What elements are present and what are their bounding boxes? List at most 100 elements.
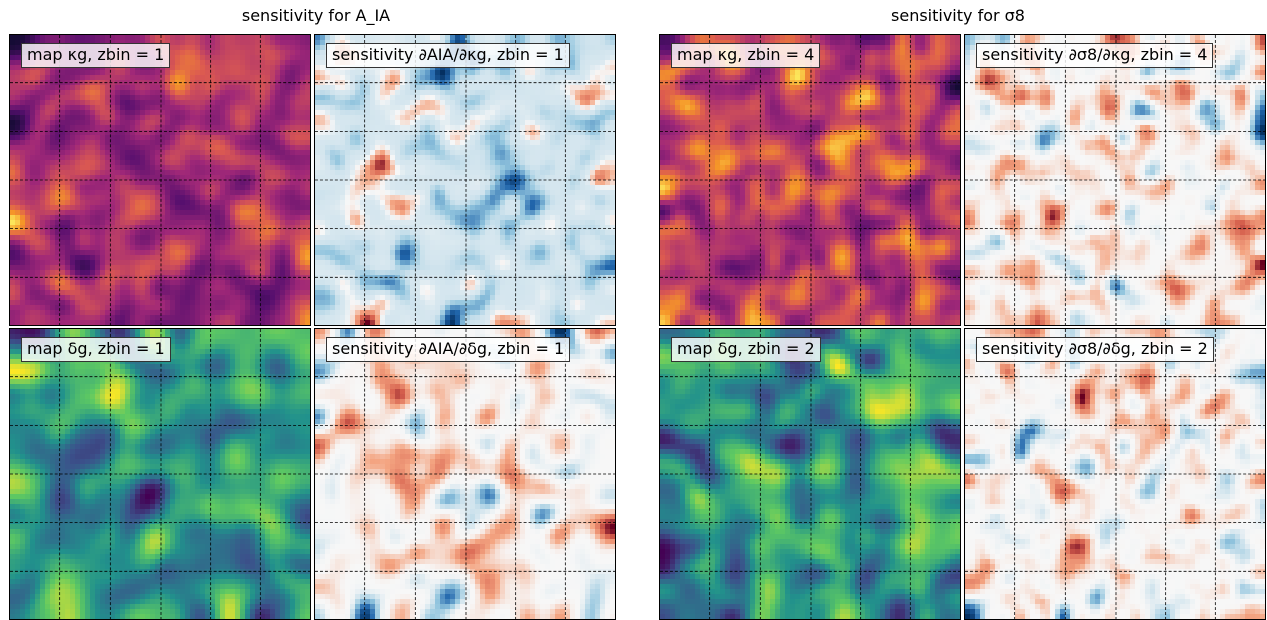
heatmap-cell [25,40,31,46]
heatmap-cell [165,285,171,291]
heatmap-cell [345,145,351,151]
heatmap-cell [210,105,216,111]
heatmap-cell [290,165,296,171]
heatmap-cell [305,160,310,166]
heatmap-cell [585,85,591,91]
heatmap-cell [505,120,511,126]
heatmap-cell [90,180,96,186]
heatmap-cell [500,135,506,141]
heatmap-cell [215,295,221,301]
heatmap-cell [175,95,181,101]
heatmap-cell [555,105,561,111]
heatmap-cell [235,315,241,321]
heatmap-cell [325,125,331,131]
heatmap-cell [205,100,211,106]
heatmap-cell [415,140,421,146]
heatmap-cell [305,155,310,161]
heatmap-cell [435,35,441,41]
heatmap-cell [280,235,286,241]
heatmap-cell [405,105,411,111]
heatmap-cell [90,160,96,166]
heatmap-cell [305,195,310,201]
heatmap-cell [500,75,506,81]
heatmap-cell [175,60,181,66]
heatmap-cell [95,135,101,141]
heatmap-cell [100,225,106,231]
heatmap-cell [130,210,136,216]
heatmap-cell [155,40,161,46]
heatmap-cell [280,285,286,291]
heatmap-cell [65,95,71,101]
heatmap-cell [80,255,86,261]
heatmap-cell [395,95,401,101]
heatmap-cell [360,80,366,86]
heatmap-cell [410,40,416,46]
heatmap-cell [10,260,16,266]
heatmap-cell [395,155,401,161]
heatmap-cell [150,275,156,281]
heatmap-cell [160,320,166,325]
heatmap-cell [190,295,196,301]
heatmap-cell [515,90,521,96]
heatmap-cell [155,190,161,196]
heatmap-cell [60,230,66,236]
heatmap-cell [185,275,191,281]
heatmap-cell [95,305,101,311]
heatmap-cell [480,80,486,86]
heatmap-cell [275,255,281,261]
heatmap-cell [485,40,491,46]
heatmap-cell [60,185,66,191]
heatmap-cell [75,215,81,221]
heatmap-cell [370,80,376,86]
heatmap-cell [40,75,46,81]
heatmap-cell [110,160,116,166]
heatmap-cell [200,295,206,301]
heatmap-cell [175,305,181,311]
heatmap-cell [260,315,266,321]
heatmap-cell [140,275,146,281]
heatmap-cell [185,95,191,101]
heatmap-cell [570,130,576,136]
heatmap-cell [15,295,21,301]
heatmap-cell [335,40,341,46]
heatmap-cell [160,150,166,156]
heatmap-cell [30,175,36,181]
heatmap-cell [35,75,41,81]
heatmap-cell [235,155,241,161]
heatmap-cell [275,215,281,221]
heatmap-cell [170,85,176,91]
heatmap-cell [385,35,391,41]
heatmap-cell [210,80,216,86]
heatmap-cell [440,80,446,86]
heatmap-cell [265,305,271,311]
heatmap-cell [255,315,261,321]
heatmap-cell [285,135,291,141]
heatmap-cell [40,295,46,301]
heatmap-cell [270,110,276,116]
heatmap-cell [410,70,416,76]
heatmap-cell [445,100,451,106]
heatmap-cell [190,140,196,146]
heatmap-cell [160,265,166,271]
heatmap-cell [90,315,96,321]
heatmap-cell [210,115,216,121]
heatmap-cell [230,265,236,271]
heatmap-cell [560,150,566,156]
heatmap-cell [70,120,76,126]
heatmap-cell [450,85,456,91]
heatmap-cell [145,165,151,171]
heatmap-cell [270,240,276,246]
heatmap-cell [285,220,291,226]
heatmap-cell [510,130,516,136]
heatmap-cell [250,90,256,96]
heatmap-cell [220,200,226,206]
heatmap-cell [90,85,96,91]
heatmap-cell [215,265,221,271]
heatmap-cell [10,200,16,206]
heatmap-cell [75,310,81,316]
heatmap-cell [460,130,466,136]
heatmap-cell [290,150,296,156]
heatmap-cell [175,50,181,56]
heatmap-cell [200,260,206,266]
heatmap-cell [305,100,310,106]
